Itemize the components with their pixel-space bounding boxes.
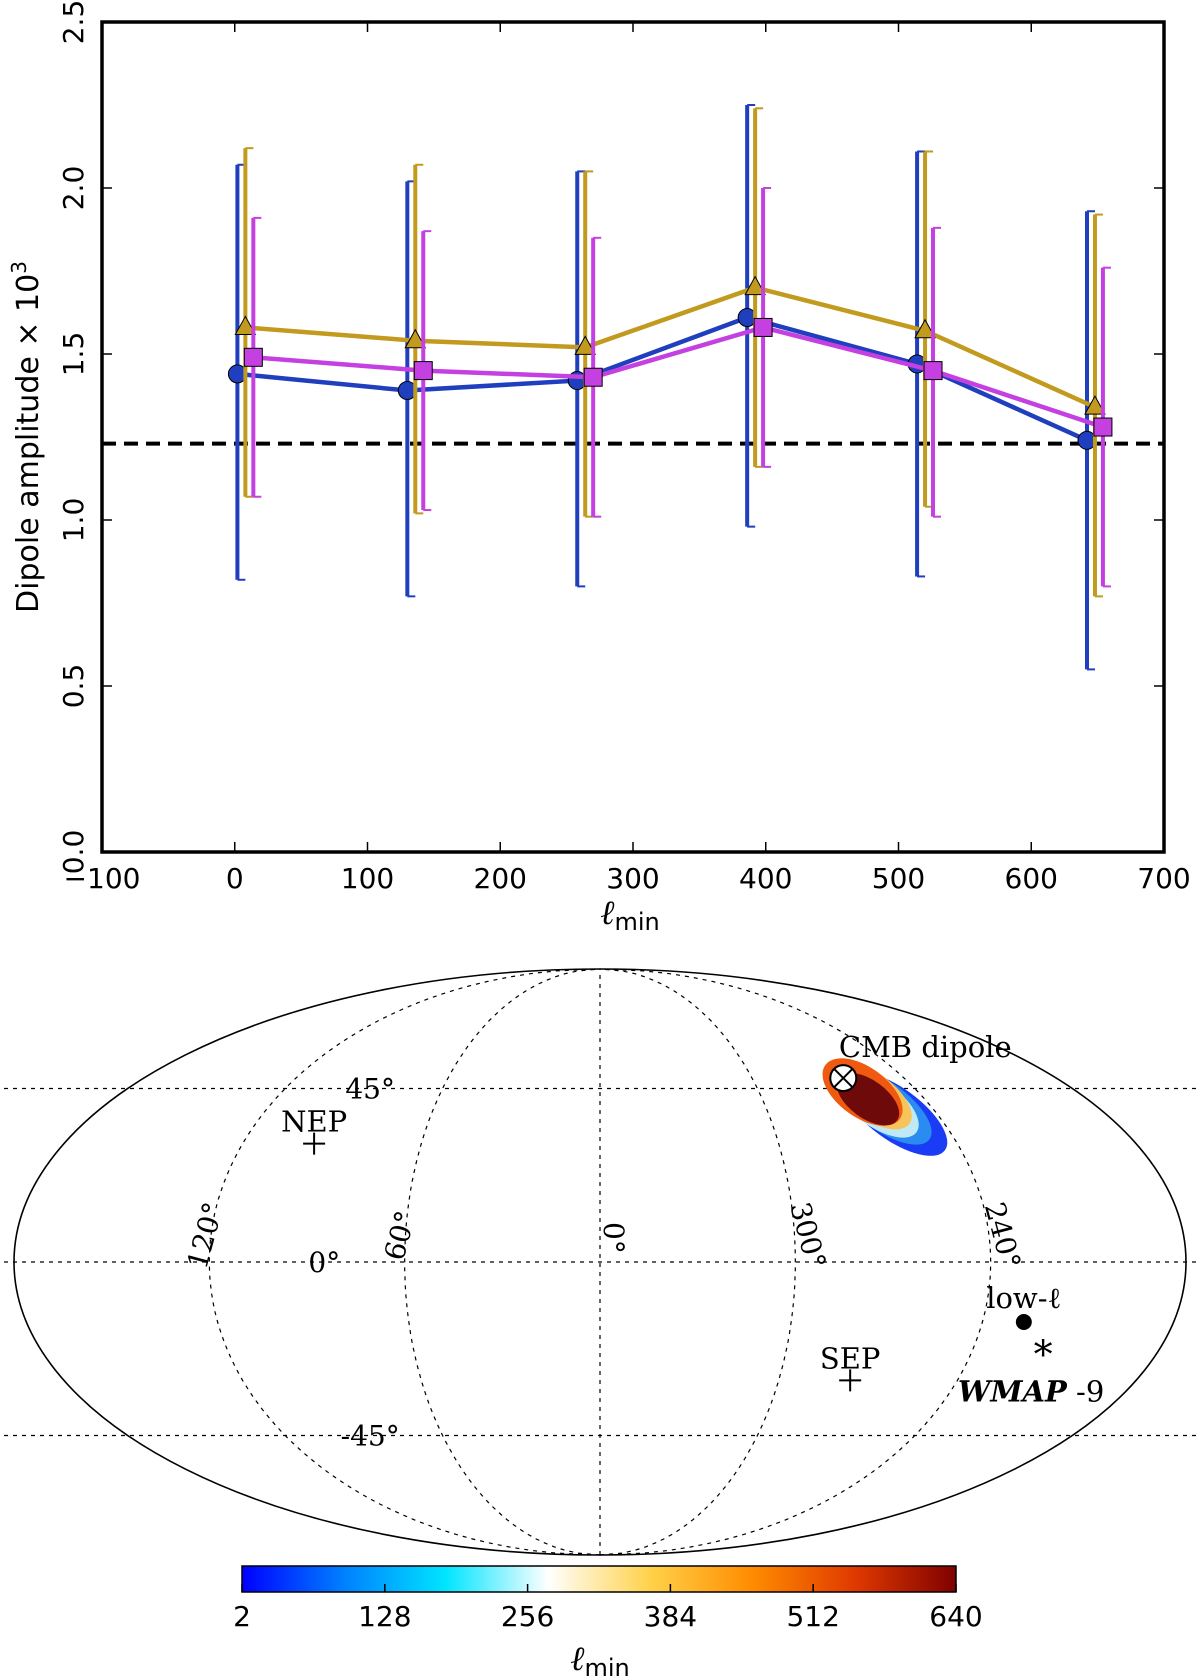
marker-label: NEP: [281, 1105, 347, 1139]
marker-label: SEP: [820, 1341, 881, 1375]
series-gold-point: [234, 315, 257, 335]
meridian-line: [208, 968, 601, 1556]
meridian-label: 0°: [597, 1222, 630, 1254]
parallel-label: -45°: [341, 1419, 400, 1452]
y-tick-label: 2.0: [57, 166, 90, 211]
marker-label: low-ℓ: [986, 1281, 1061, 1315]
marker-low-: low-ℓ: [986, 1281, 1061, 1330]
series-magenta: [243, 187, 1113, 588]
y-tick-label: 1.0: [57, 498, 90, 543]
meridian-line: [599, 968, 796, 1556]
colorbar-gradient: [241, 1565, 957, 1593]
series-magenta-point: [583, 367, 603, 387]
x-tick-label: 100: [341, 862, 394, 895]
series-magenta-point: [753, 317, 773, 337]
series-gold-line: [245, 285, 1096, 410]
series-magenta-point: [243, 347, 263, 367]
colorbar-tick-label: 2: [233, 1600, 251, 1633]
x-tick-label: 500: [872, 862, 925, 895]
meridian-line: [599, 968, 992, 1556]
colorbar: 2 128 256 384 512 640 ℓmin: [233, 1565, 983, 1677]
marker-label-suffix: -9: [1067, 1375, 1104, 1409]
marker-label: WMAP -9: [958, 1375, 1104, 1409]
x-tick-label: −100: [64, 862, 141, 895]
y-tick-label: 0.5: [57, 664, 90, 709]
colorbar-tick-label: 640: [929, 1600, 982, 1633]
otimes-cross-b: [833, 1068, 853, 1088]
series-magenta-point: [1093, 417, 1113, 437]
marker-sep: SEP: [820, 1341, 881, 1392]
marker-label-main: WMAP: [958, 1375, 1068, 1409]
y-tick-label: 0.0: [57, 830, 90, 875]
series-magenta-point: [923, 361, 943, 381]
series-gold-point: [914, 318, 936, 339]
colorbar-tick-label: 256: [501, 1600, 554, 1633]
series-gold: [234, 107, 1106, 598]
x-tick-label: 0: [226, 862, 244, 895]
series-gold-point: [1084, 395, 1106, 415]
marker-nep: NEP: [281, 1105, 347, 1155]
dot-symbol: [1015, 1313, 1032, 1330]
colorbar-tick-label: 384: [644, 1600, 697, 1633]
meridian-line: [404, 968, 601, 1556]
series-magenta-line: [253, 325, 1104, 430]
x-tick-label: 400: [739, 862, 792, 895]
marker-label: CMB dipole: [839, 1030, 1012, 1064]
parallel-label: 45°: [345, 1073, 395, 1106]
colorbar-tick-label: 128: [358, 1600, 411, 1633]
asterisk-symbol: *: [1034, 1333, 1053, 1377]
colorbar-tick-label: 512: [786, 1600, 839, 1633]
y-tick-label: 2.5: [57, 0, 90, 44]
x-tick-label: 300: [606, 862, 659, 895]
series-gold-point: [404, 328, 427, 349]
x-tick-label: 600: [1005, 862, 1058, 895]
marker-wmap-9: *WMAP -9: [958, 1333, 1104, 1409]
y-tick-label: 1.5: [57, 332, 90, 377]
plot-frame: [100, 20, 1166, 854]
series-gold-point: [574, 335, 597, 355]
dipole-amplitude-chart: −100 0 100 200 300 400 500 600 700 0.0 0.5 1.0 1.5 2.…: [7, 0, 1191, 936]
x-tick-label: 200: [474, 862, 527, 895]
y-axis-label: Dipole amplitude × 103: [7, 261, 46, 613]
series-gold-point: [744, 275, 766, 296]
colorbar-label: ℓmin: [570, 1639, 629, 1677]
parallel-label: 0°: [308, 1246, 340, 1279]
marker-cmb-dipole: CMB dipole: [829, 1030, 1012, 1093]
x-tick-label: 700: [1137, 862, 1190, 895]
x-axis-label: ℓmin: [600, 893, 659, 936]
series-magenta-point: [413, 361, 433, 381]
series-blue: [227, 104, 1097, 671]
